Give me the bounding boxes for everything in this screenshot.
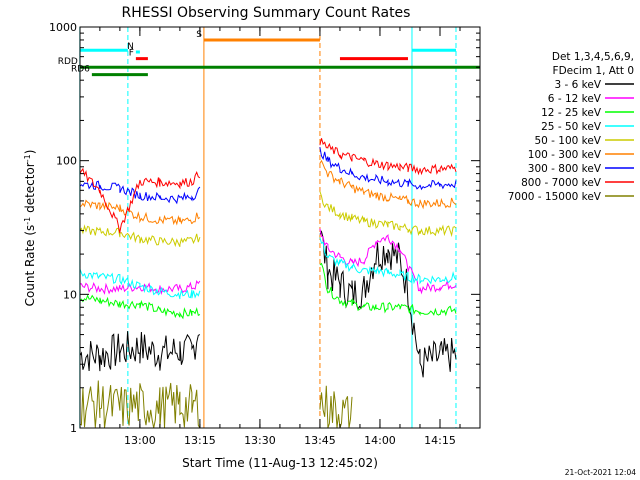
legend-entry-label: 25 - 50 keV <box>541 121 602 133</box>
chart-title: RHESSI Observing Summary Count Rates <box>122 5 411 21</box>
legend-header: FDecim 1, Att 0 <box>553 65 634 77</box>
x-tick-label: 14:00 <box>364 434 396 447</box>
y-tick-label: 10 <box>63 288 77 301</box>
legend-entry-label: 6 - 12 keV <box>548 93 602 105</box>
annotation-label: RD6 <box>71 65 90 75</box>
y-tick-label: 1000 <box>49 21 77 34</box>
series-line <box>319 228 457 295</box>
annotation-label: RDD <box>58 57 78 67</box>
series-line <box>79 180 201 205</box>
legend-entry-label: 3 - 6 keV <box>554 79 601 91</box>
annotation-label: N <box>127 42 134 52</box>
legend: Det 1,3,4,5,6,9, FDecim 1, Att 0 3 - 6 keV… <box>508 51 634 203</box>
y-axis-label-part: -1 <box>23 217 32 225</box>
legend-entry-label: 300 - 800 keV <box>528 163 602 175</box>
y-axis-label-part: -1 <box>23 154 32 162</box>
series-line <box>79 268 201 300</box>
series-line <box>79 280 201 296</box>
legend-header: Det 1,3,4,5,6,9, <box>552 51 634 63</box>
x-tick-label: 13:15 <box>184 434 216 447</box>
series-line <box>79 380 201 429</box>
series-line <box>319 138 457 176</box>
x-tick-label: 13:30 <box>244 434 276 447</box>
legend-entry-label: 50 - 100 keV <box>534 135 601 147</box>
legend-entry-label: 12 - 25 keV <box>541 107 602 119</box>
series-line <box>79 331 201 372</box>
series-line <box>79 167 201 234</box>
series-line <box>79 199 201 226</box>
y-axis-label-part: Count Rate (s <box>23 225 37 307</box>
series-line <box>319 191 457 238</box>
x-tick-label: 13:45 <box>304 434 336 447</box>
legend-entry-label: 7000 - 15000 keV <box>508 191 602 203</box>
series-line <box>319 159 457 210</box>
y-axis-label-part: ) <box>23 150 37 155</box>
legend-entry-label: 800 - 7000 keV <box>521 177 602 189</box>
x-tick-label: 13:00 <box>124 434 156 447</box>
y-axis-label: Count Rate (s-1 detector-1) <box>23 150 38 307</box>
annotation-label: S <box>196 30 202 40</box>
x-axis-label: Start Time (11-Aug-13 12:45:02) <box>182 456 378 470</box>
series-line <box>319 385 353 429</box>
x-tick-label: 14:15 <box>424 434 456 447</box>
plot-frame <box>79 26 481 429</box>
y-tick-label: 1 <box>70 422 77 435</box>
series-line <box>79 224 201 248</box>
series-line <box>319 262 457 317</box>
y-tick-label: 100 <box>56 155 77 168</box>
annotation-label: F <box>129 49 134 59</box>
series-line <box>319 147 457 191</box>
series-line <box>319 237 457 285</box>
series-line <box>319 230 457 378</box>
series-line <box>79 294 201 320</box>
footer-date: 21-Oct-2021 12:04 <box>565 468 636 477</box>
axes: 1 10 100 1000 13:00 13:15 13:30 13:45 14:00 14:15 <box>49 21 481 447</box>
y-axis-label-part: detector <box>23 162 37 217</box>
legend-entry-label: 100 - 300 keV <box>528 149 602 161</box>
